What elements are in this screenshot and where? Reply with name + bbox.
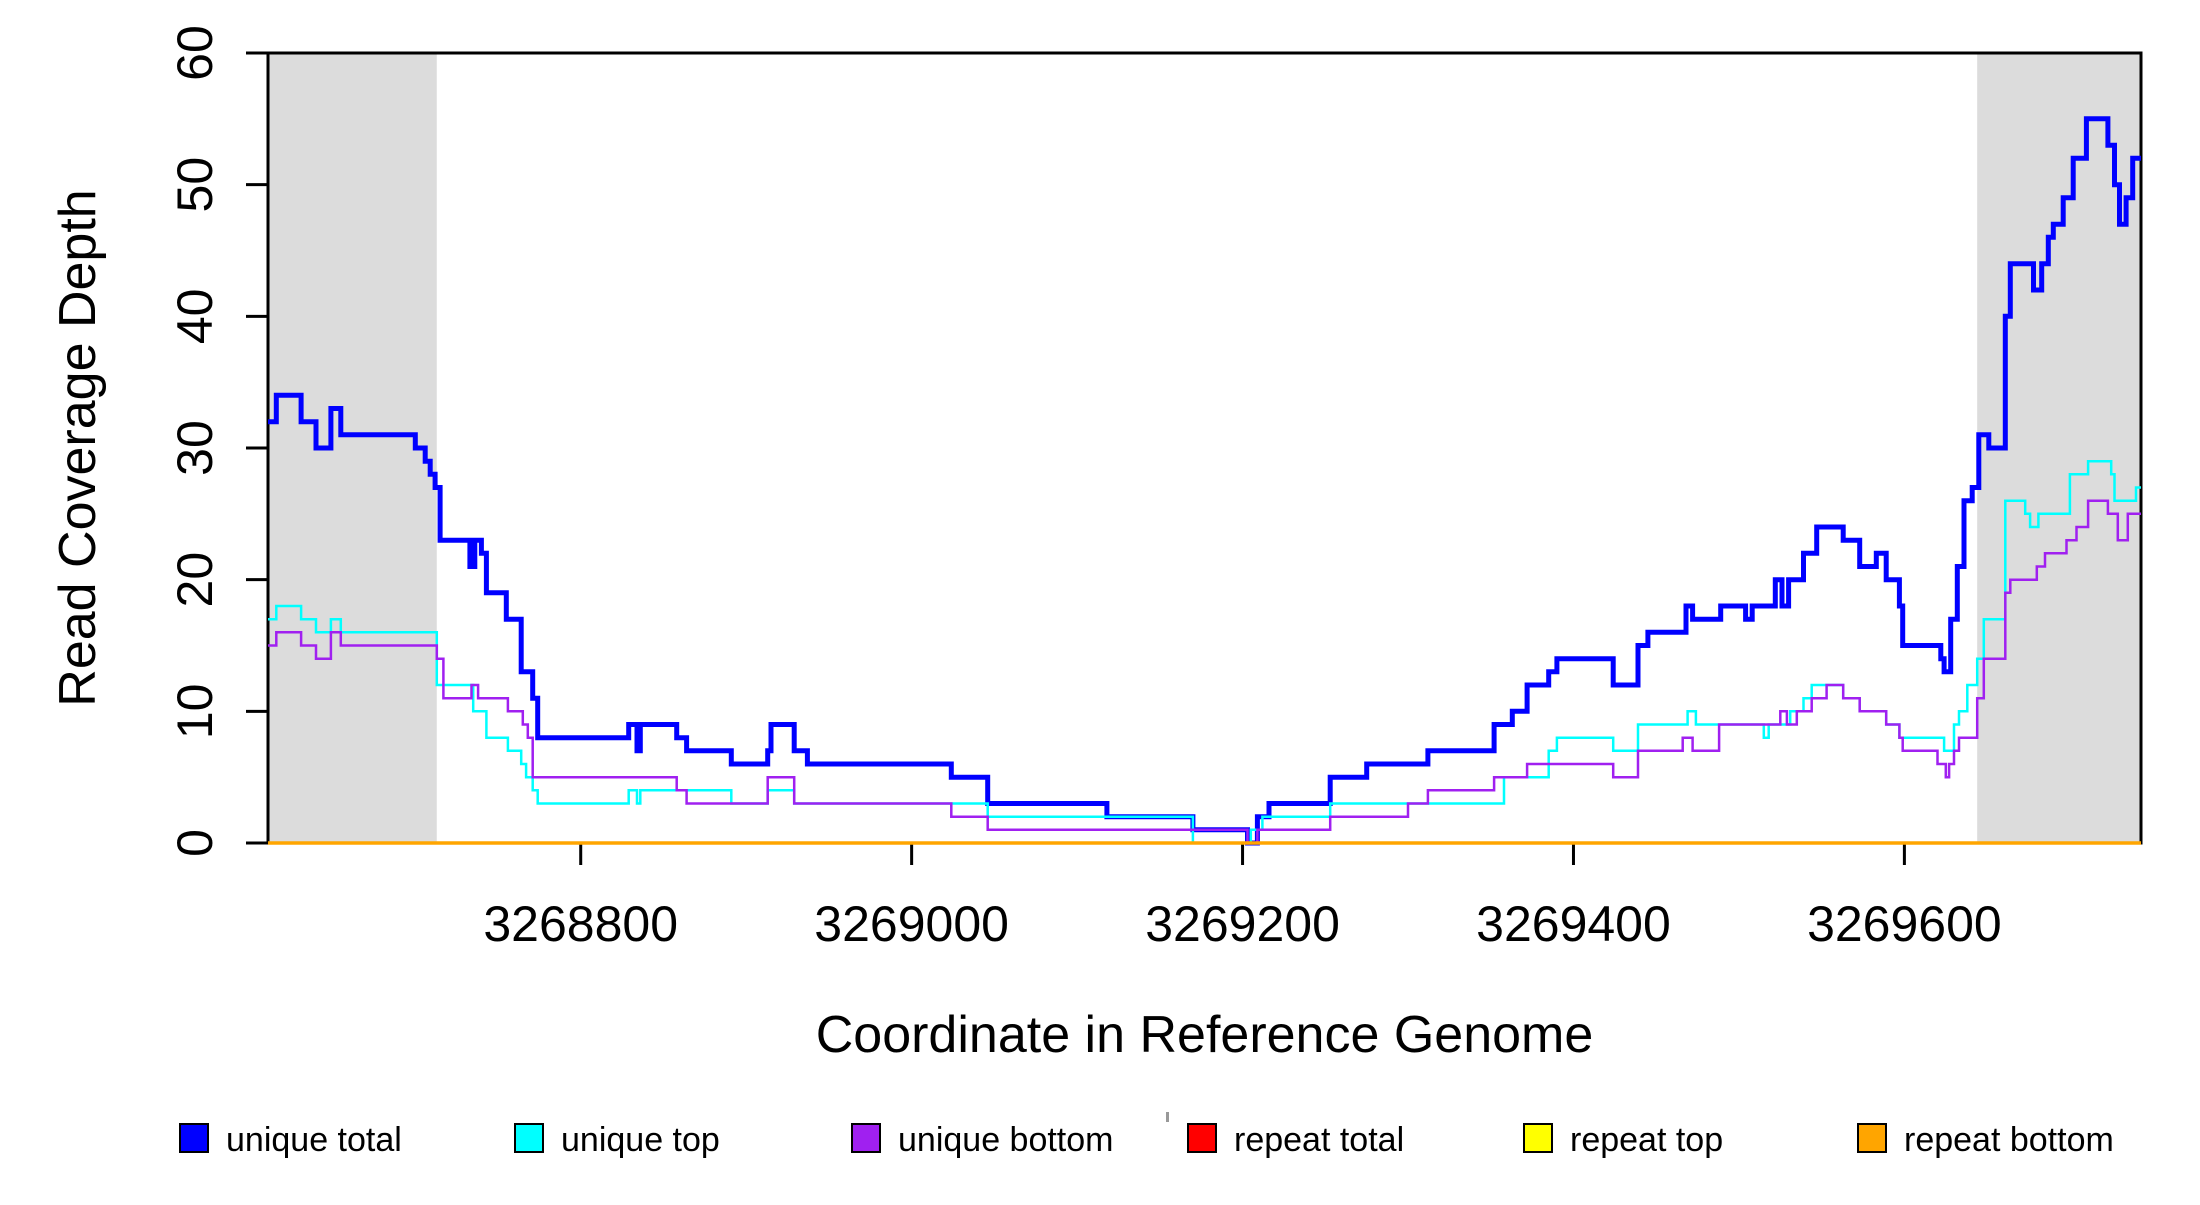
legend-item-repeat-total: repeat total — [1187, 1121, 1404, 1159]
y-tick-label: 20 — [167, 552, 223, 608]
y-tick-label: 50 — [167, 157, 223, 213]
legend-item-repeat-top: repeat top — [1523, 1121, 1723, 1159]
x-tick-label: 3269000 — [814, 896, 1009, 952]
legend-label-unique-top: unique top — [561, 1121, 720, 1159]
legend-swatch-unique-total — [179, 1123, 209, 1153]
legend-swatch-repeat-top — [1523, 1123, 1553, 1153]
legend-label-unique-bottom: unique bottom — [898, 1121, 1114, 1159]
legend-swatch-unique-bottom — [851, 1123, 881, 1153]
plot-border — [266, 51, 2143, 845]
legend-item-unique-total: unique total — [179, 1121, 402, 1159]
y-tick-label: 60 — [167, 25, 223, 81]
left-repeat-region — [268, 53, 437, 843]
series-unique-total — [268, 116, 2141, 846]
legend-item-unique-bottom: unique bottom — [851, 1121, 1114, 1159]
stray-mark — [1166, 1112, 1169, 1122]
legend-swatch-unique-top — [514, 1123, 544, 1153]
y-tick-label: 10 — [167, 684, 223, 740]
legend-swatch-repeat-total — [1187, 1123, 1217, 1153]
x-axis-title: Coordinate in Reference Genome — [816, 1006, 1594, 1064]
x-tick-label: 3269600 — [1807, 896, 2002, 952]
x-tick-label: 3269200 — [1145, 896, 1340, 952]
x-tick-label: 3268800 — [483, 896, 678, 952]
series-unique-bottom — [268, 499, 2141, 845]
y-tick-label: 40 — [167, 289, 223, 345]
legend-swatch-repeat-bottom — [1857, 1123, 1887, 1153]
legend-item-repeat-bottom: repeat bottom — [1857, 1121, 2114, 1159]
legend-label-repeat-bottom: repeat bottom — [1904, 1121, 2114, 1159]
legend-label-repeat-total: repeat total — [1234, 1121, 1404, 1159]
y-tick-label: 30 — [167, 420, 223, 476]
legend-label-unique-total: unique total — [226, 1121, 402, 1159]
legend-label-repeat-top: repeat top — [1570, 1121, 1723, 1159]
x-tick-label: 3269400 — [1476, 896, 1671, 952]
y-tick-label: 0 — [167, 829, 223, 857]
y-axis-title: Read Coverage Depth — [49, 189, 107, 706]
series-unique-top — [268, 459, 2141, 845]
legend-item-unique-top: unique top — [514, 1121, 720, 1159]
